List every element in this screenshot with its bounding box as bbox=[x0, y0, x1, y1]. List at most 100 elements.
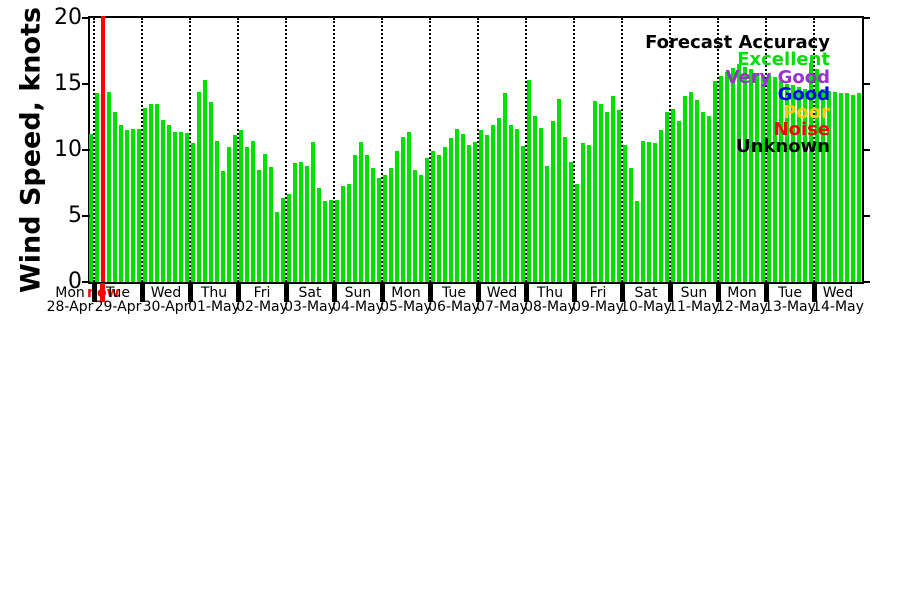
day-boundary-mark bbox=[619, 283, 625, 302]
x-axis-day-label: Mon 28-Apr bbox=[38, 286, 102, 314]
wind-speed-bar bbox=[293, 163, 297, 282]
wind-speed-bar bbox=[137, 128, 141, 282]
wind-speed-bar bbox=[107, 91, 111, 282]
day-gridline bbox=[765, 18, 767, 282]
wind-speed-bar bbox=[521, 146, 525, 282]
day-date: 14-May bbox=[812, 299, 864, 315]
wind-speed-bar bbox=[467, 144, 471, 282]
wind-speed-bar bbox=[773, 77, 777, 282]
x-axis-day-label: Tue 29-Apr bbox=[86, 286, 150, 314]
wind-speed-bar bbox=[203, 80, 207, 282]
wind-speed-bar bbox=[503, 93, 507, 282]
wind-speed-bar bbox=[821, 89, 825, 282]
wind-speed-bar bbox=[227, 147, 231, 282]
wind-speed-bar bbox=[401, 136, 405, 282]
wind-speed-bar bbox=[839, 93, 843, 282]
day-date: 13-May bbox=[764, 299, 816, 315]
now-marker-line bbox=[100, 16, 105, 282]
wind-speed-bar bbox=[239, 130, 243, 282]
day-date: 06-May bbox=[428, 299, 480, 315]
wind-speed-bar bbox=[365, 155, 369, 282]
day-boundary-mark bbox=[91, 283, 97, 302]
x-axis-day-label: Tue 13-May bbox=[758, 286, 822, 314]
wind-speed-bar bbox=[731, 68, 735, 282]
wind-speed-bar bbox=[779, 81, 783, 282]
day-boundary-mark bbox=[667, 283, 673, 302]
wind-speed-bar bbox=[209, 102, 213, 282]
day-name: Wed bbox=[150, 285, 182, 301]
wind-speed-bar bbox=[527, 80, 531, 282]
day-name: Fri bbox=[253, 285, 271, 301]
wind-speed-bar bbox=[407, 131, 411, 282]
wind-speed-bar bbox=[113, 111, 117, 282]
day-gridline bbox=[93, 18, 95, 282]
wind-speed-bar bbox=[341, 185, 345, 282]
x-axis-day-label: Wed 07-May bbox=[470, 286, 534, 314]
wind-speed-bar bbox=[317, 188, 321, 282]
day-date: 28-Apr bbox=[46, 299, 94, 315]
day-name: Fri bbox=[589, 285, 607, 301]
wind-speed-bar bbox=[173, 131, 177, 282]
x-axis-day-label: Thu 08-May bbox=[518, 286, 582, 314]
day-name: Tue bbox=[442, 285, 466, 301]
day-gridline bbox=[717, 18, 719, 282]
wind-speed-bar bbox=[623, 144, 627, 282]
wind-speed-bar bbox=[167, 124, 171, 282]
y-tick-label: 20 bbox=[54, 5, 82, 30]
x-axis-day-label: Mon 05-May bbox=[374, 286, 438, 314]
day-boundary-mark bbox=[571, 283, 577, 302]
wind-speed-bar bbox=[323, 201, 327, 282]
day-boundary-mark bbox=[379, 283, 385, 302]
wind-speed-bar bbox=[845, 93, 849, 282]
x-axis-day-label: Wed 14-May bbox=[806, 286, 870, 314]
wind-speed-bar bbox=[449, 138, 453, 282]
wind-speed-bar bbox=[95, 93, 99, 282]
y-tick-label: 5 bbox=[68, 203, 82, 228]
day-boundary-mark bbox=[763, 283, 769, 302]
day-date: 12-May bbox=[716, 299, 768, 315]
day-name: Sat bbox=[298, 285, 322, 301]
y-tick-mark-left bbox=[82, 149, 90, 151]
wind-speed-bar bbox=[755, 73, 759, 282]
wind-speed-bar bbox=[533, 115, 537, 282]
wind-speed-bar bbox=[197, 91, 201, 282]
day-date: 02-May bbox=[236, 299, 288, 315]
day-name: Sun bbox=[680, 285, 708, 301]
day-gridline bbox=[237, 18, 239, 282]
x-axis-day-label: Tue 06-May bbox=[422, 286, 486, 314]
x-axis-day-label: Wed 30-Apr bbox=[134, 286, 198, 314]
wind-speed-bar bbox=[671, 109, 675, 282]
legend-title: Forecast Accuracy bbox=[645, 32, 830, 53]
wind-speed-bar bbox=[329, 200, 333, 282]
wind-speed-bar bbox=[539, 127, 543, 282]
wind-speed-bar bbox=[587, 144, 591, 282]
now-axis-mark bbox=[100, 283, 105, 302]
day-boundary-mark bbox=[187, 283, 193, 302]
wind-speed-bar bbox=[497, 118, 501, 282]
wind-speed-bar bbox=[545, 165, 549, 282]
day-date: 08-May bbox=[524, 299, 576, 315]
wind-speed-bar bbox=[125, 130, 129, 282]
wind-speed-bar bbox=[635, 201, 639, 282]
wind-speed-bar bbox=[689, 91, 693, 282]
x-axis-day-label: Thu 01-May bbox=[182, 286, 246, 314]
x-axis-day-label: Sun 11-May bbox=[662, 286, 726, 314]
day-name: Thu bbox=[200, 285, 228, 301]
wind-speed-bar bbox=[719, 76, 723, 282]
wind-speed-bar bbox=[275, 212, 279, 282]
wind-speed-bar bbox=[593, 101, 597, 282]
wind-speed-bar bbox=[143, 107, 147, 282]
wind-speed-bar bbox=[395, 151, 399, 282]
day-boundary-mark bbox=[427, 283, 433, 302]
wind-speed-bar bbox=[443, 147, 447, 282]
wind-speed-bar bbox=[419, 175, 423, 282]
wind-speed-bar bbox=[857, 93, 861, 282]
wind-speed-bar bbox=[563, 136, 567, 282]
day-gridline bbox=[813, 18, 815, 282]
wind-speed-bar bbox=[677, 120, 681, 282]
y-tick-mark-left bbox=[82, 83, 90, 85]
wind-speed-bar bbox=[359, 142, 363, 282]
wind-speed-bar bbox=[287, 193, 291, 282]
wind-speed-bar bbox=[611, 95, 615, 282]
day-gridline bbox=[141, 18, 143, 282]
